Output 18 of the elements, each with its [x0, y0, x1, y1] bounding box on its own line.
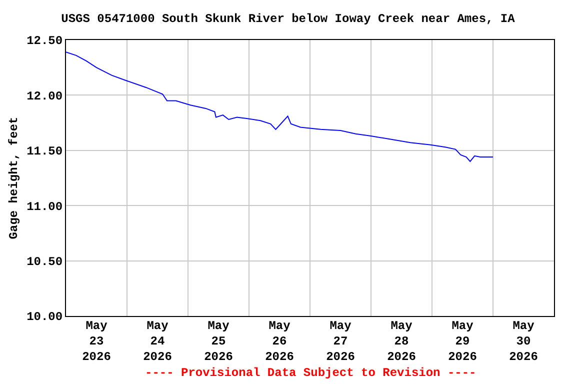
- y-tick-label: 12.00: [26, 89, 63, 104]
- y-tick-label: 12.50: [26, 34, 63, 48]
- x-tick-label: May 27 2026: [326, 319, 355, 364]
- chart-title: USGS 05471000 South Skunk River below Ioway Creek near Ames, IA: [61, 12, 516, 26]
- x-tick-label: May 26 2026: [265, 319, 294, 364]
- x-tick-label: May 29 2026: [448, 319, 477, 364]
- y-tick-label: 10.50: [26, 255, 63, 269]
- y-tick-label: 11.00: [26, 200, 63, 214]
- y-tick-label: 11.50: [26, 144, 63, 159]
- y-axis-title: Gage height, feet: [6, 116, 21, 240]
- x-tick-label: May 28 2026: [387, 319, 416, 364]
- line-series: [66, 52, 494, 162]
- x-tick-label: May 25 2026: [204, 319, 233, 364]
- x-tick-label: May 24 2026: [143, 319, 172, 364]
- y-tick-label: 10.00: [26, 310, 63, 324]
- x-tick-label: May 23 2026: [82, 319, 111, 364]
- text: ---- Provisional Data Subject to Revision ----: [145, 366, 476, 380]
- x-tick-label: May 30 2026: [509, 319, 538, 364]
